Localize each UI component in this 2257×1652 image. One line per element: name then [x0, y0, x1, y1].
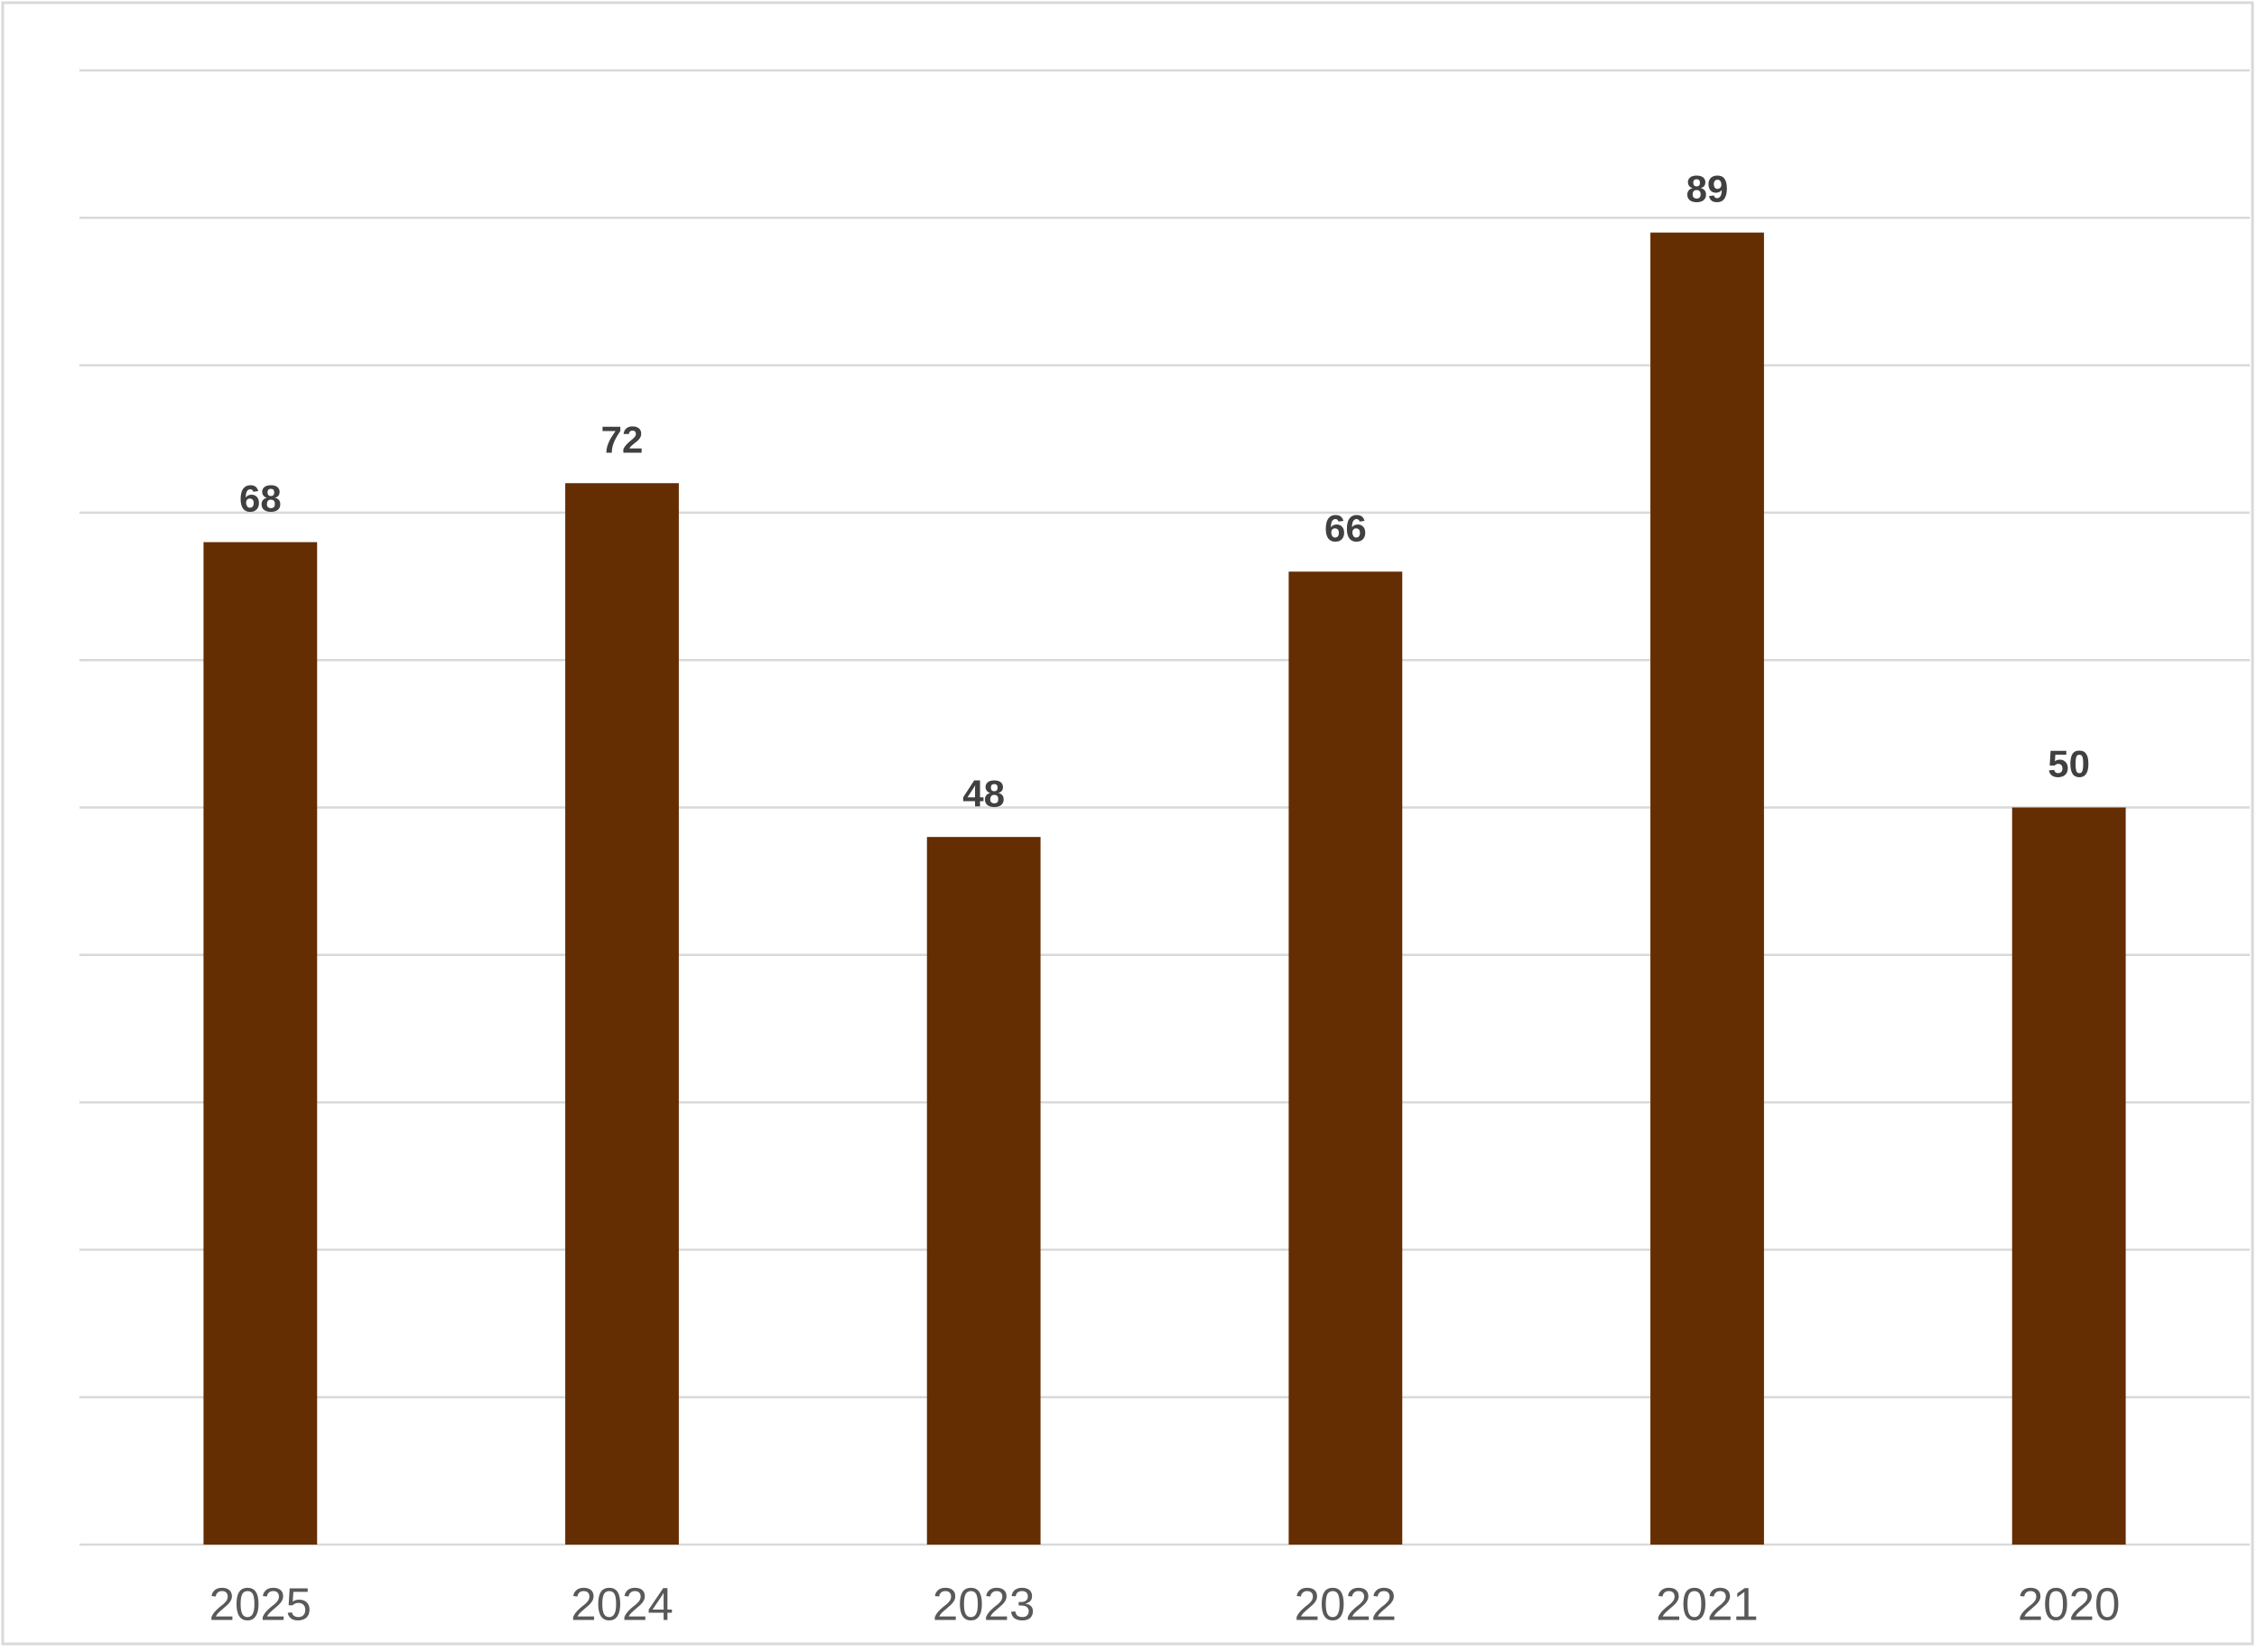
x-tick-label: 2025 [209, 1578, 311, 1629]
data-label: 50 [2048, 743, 2090, 785]
x-tick-label: 2024 [571, 1578, 673, 1629]
data-label: 66 [1324, 506, 1367, 549]
bar [1288, 571, 1403, 1545]
bar [926, 837, 1041, 1545]
data-label: 89 [1686, 168, 1729, 210]
data-label: 72 [601, 418, 644, 460]
bar [203, 542, 318, 1545]
x-tick-label: 2023 [933, 1578, 1035, 1629]
bar [2011, 807, 2126, 1545]
x-tick-label: 2021 [1656, 1578, 1758, 1629]
x-tick-label: 2020 [2018, 1578, 2120, 1629]
x-tick-label: 2022 [1295, 1578, 1397, 1629]
bar [565, 483, 679, 1545]
bar [1650, 232, 1764, 1545]
data-label: 48 [962, 772, 1005, 814]
data-label: 68 [239, 478, 282, 520]
